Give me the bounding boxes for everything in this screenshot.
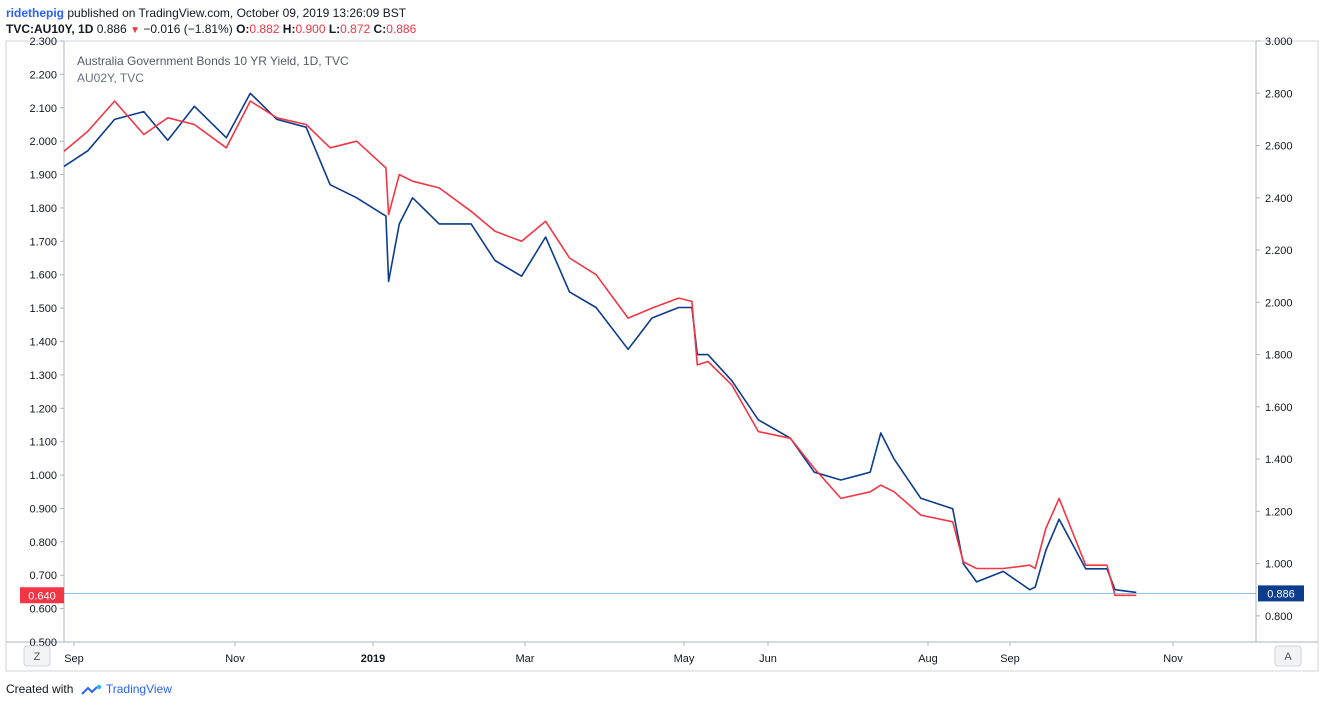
- left-tick-label: 1.800: [29, 203, 57, 215]
- left-tick-label: 0.800: [29, 537, 57, 549]
- open-value: 0.882: [249, 22, 280, 36]
- left-tick-label: 1.100: [29, 437, 57, 449]
- right-tick-label: 2.400: [1265, 193, 1293, 205]
- x-tick-label: Sep: [1000, 653, 1020, 665]
- x-tick-label: Mar: [516, 653, 535, 665]
- publish-info: published on TradingView.com, October 09…: [67, 6, 407, 20]
- left-tick-label: 0.600: [29, 604, 57, 616]
- left-tick-label: 1.600: [29, 270, 57, 282]
- right-tick-label: 2.000: [1265, 297, 1293, 309]
- left-tick-label: 2.000: [29, 136, 57, 148]
- right-tick-label: 0.800: [1265, 611, 1293, 623]
- chart-title: Australia Government Bonds 10 YR Yield, …: [77, 54, 349, 68]
- footer: Created with TradingView: [6, 682, 172, 696]
- right-tick-label: 1.000: [1265, 559, 1293, 571]
- chart-subtitle: AU02Y, TVC: [77, 71, 144, 85]
- x-tick-label: Nov: [225, 653, 245, 665]
- left-tick-label: 1.700: [29, 236, 57, 248]
- x-tick-label: May: [674, 653, 695, 665]
- low-value: 0.872: [340, 22, 371, 36]
- auto-scale-left-button[interactable]: [23, 645, 51, 667]
- low-label: L:: [328, 22, 341, 36]
- last-value: 0.886: [96, 22, 127, 36]
- right-tick-label: 1.800: [1265, 350, 1293, 362]
- left-tick-label: 2.200: [29, 69, 57, 81]
- created-with: Created with: [6, 682, 74, 696]
- auto-scale-left-label: Z: [34, 651, 41, 663]
- series-line-au10y: [63, 92, 1137, 594]
- tradingview-logo-icon: [81, 684, 101, 695]
- right-tick-label: 2.600: [1265, 141, 1293, 153]
- x-tick-label: 2019: [361, 653, 385, 665]
- right-last-label: 0.886: [1267, 588, 1295, 600]
- auto-scale-right-label: A: [1284, 651, 1292, 663]
- x-tick-label: Jun: [759, 653, 777, 665]
- left-tick-label: 1.500: [29, 303, 57, 315]
- x-tick-label: Sep: [64, 653, 84, 665]
- x-tick-label: Nov: [1163, 653, 1183, 665]
- left-tick-label: 2.300: [29, 36, 57, 48]
- chart-header: ridethepig published on TradingView.com,…: [6, 5, 406, 21]
- right-tick-label: 1.400: [1265, 454, 1293, 466]
- right-last-badge: [1258, 585, 1304, 602]
- chart-frame: [5, 40, 1319, 672]
- left-tick-label: 0.700: [29, 570, 57, 582]
- series-line-au02y: [63, 100, 1137, 597]
- x-tick-label: Aug: [918, 653, 938, 665]
- right-tick-label: 2.200: [1265, 245, 1293, 257]
- right-tick-label: 1.200: [1265, 506, 1293, 518]
- left-tick-label: 1.300: [29, 370, 57, 382]
- left-tick-label: 2.100: [29, 103, 57, 115]
- auto-scale-right-button[interactable]: [1274, 645, 1302, 667]
- left-tick-label: 1.000: [29, 470, 57, 482]
- down-triangle-icon: ▼: [130, 25, 140, 36]
- change-value: −0.016 (−1.81%): [143, 22, 233, 36]
- close-value: 0.886: [386, 22, 417, 36]
- right-tick-label: 3.000: [1265, 36, 1293, 48]
- close-label: C:: [373, 22, 387, 36]
- tradingview-brand[interactable]: TradingView: [105, 682, 172, 696]
- left-last-badge: [20, 587, 64, 604]
- open-label: O:: [236, 22, 250, 36]
- high-label: H:: [282, 22, 296, 36]
- left-last-label: 0.640: [28, 590, 56, 602]
- left-tick-label: 1.900: [29, 170, 57, 182]
- left-tick-label: 1.400: [29, 337, 57, 349]
- left-tick-label: 0.900: [29, 503, 57, 515]
- ohlc-legend: TVC:AU10Y, 1D 0.886 ▼ −0.016 (−1.81%) O:…: [6, 21, 416, 39]
- high-value: 0.900: [295, 22, 326, 36]
- symbol-label: TVC:AU10Y, 1D: [6, 22, 94, 36]
- right-tick-label: 1.600: [1265, 402, 1293, 414]
- right-tick-label: 2.800: [1265, 88, 1293, 100]
- author-name[interactable]: ridethepig: [6, 6, 65, 20]
- left-tick-label: 1.200: [29, 403, 57, 415]
